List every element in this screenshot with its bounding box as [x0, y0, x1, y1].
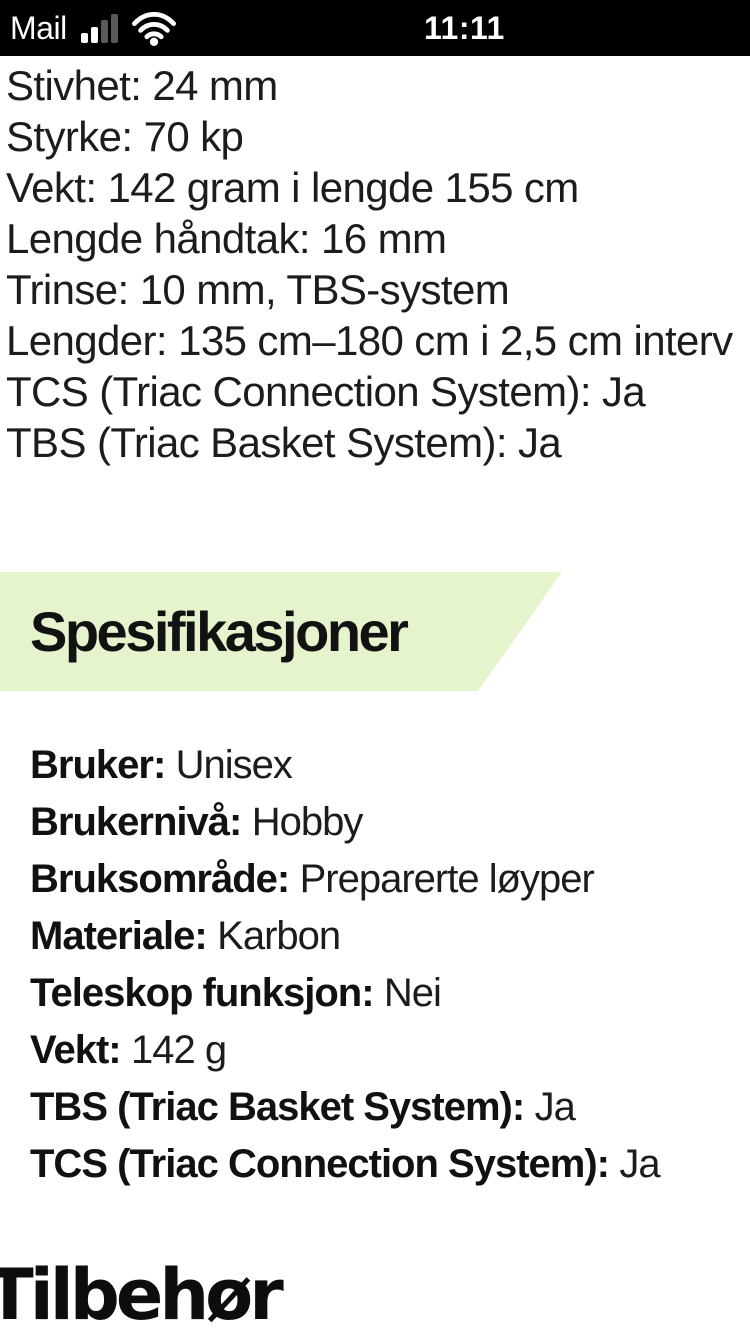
product-detail-line: Lengder: 135 cm–180 cm i 2,5 cm interv — [6, 317, 733, 364]
product-detail-line: Lengde håndtak: 16 mm — [6, 215, 447, 262]
specification-label: Brukernivå: — [30, 800, 242, 844]
specification-value: Karbon — [217, 914, 341, 958]
product-detail-line: TBS (Triac Basket System): Ja — [6, 419, 562, 466]
specifications-heading: Spesifikasjoner — [30, 600, 409, 663]
specification-label: Bruker: — [30, 743, 166, 787]
specification-row: Brukernivå: Hobby — [30, 794, 750, 851]
specification-value: Preparerte løyper — [299, 857, 595, 901]
accessories-heading: Tilbehør — [0, 1254, 284, 1334]
specification-label: TCS (Triac Connection System): — [30, 1142, 610, 1186]
product-details-block: Stivhet: 24 mm Styrke: 70 kp Vekt: 142 g… — [0, 56, 750, 468]
specification-label: Vekt: — [30, 1028, 122, 1072]
specifications-banner: Spesifikasjoner — [0, 572, 562, 691]
signal-bar-2 — [90, 26, 98, 43]
specification-row: Teleskop funksjon: Nei — [30, 965, 750, 1022]
wifi-icon — [131, 11, 176, 46]
product-detail-line: Stivhet: 24 mm — [6, 62, 278, 109]
specification-row: Vekt: 142 g — [30, 1022, 750, 1079]
specification-row: TBS (Triac Basket System): Ja — [30, 1079, 750, 1136]
specification-label: Materiale: — [30, 914, 208, 958]
product-detail-line: Trinse: 10 mm, TBS-system — [6, 266, 510, 313]
signal-bar-4 — [110, 13, 118, 43]
signal-bar-3 — [100, 19, 108, 43]
specification-value: Hobby — [251, 800, 364, 844]
specification-value: Ja — [534, 1085, 576, 1129]
specification-value: Unisex — [175, 743, 293, 787]
specification-row: Bruker: Unisex — [30, 737, 750, 794]
specification-value: Nei — [383, 971, 442, 1015]
specification-row: Materiale: Karbon — [30, 908, 750, 965]
product-detail-line: Styrke: 70 kp — [6, 113, 244, 160]
cellular-signal-icon — [80, 13, 118, 43]
back-to-mail-app-label[interactable]: Mail — [10, 10, 67, 46]
product-detail-line: Vekt: 142 gram i lengde 155 cm — [6, 164, 579, 211]
specification-row: Bruksområde: Preparerte løyper — [30, 851, 750, 908]
specification-value: 142 g — [131, 1028, 227, 1072]
specification-label: TBS (Triac Basket System): — [30, 1085, 525, 1129]
specification-value: Ja — [619, 1142, 660, 1186]
specifications-list: Bruker: Unisex Brukernivå: Hobby Bruksområ… — [30, 737, 750, 1193]
product-detail-line: TCS (Triac Connection System): Ja — [6, 368, 646, 415]
specification-label: Bruksområde: — [30, 857, 290, 901]
signal-bar-1 — [80, 32, 88, 43]
status-bar: Mail 11:11 — [0, 0, 750, 56]
status-bar-time: 11:11 — [424, 10, 505, 46]
specification-label: Teleskop funksjon: — [30, 971, 375, 1015]
specification-row: TCS (Triac Connection System): Ja — [30, 1136, 750, 1193]
page-content: Stivhet: 24 mm Styrke: 70 kp Vekt: 142 g… — [0, 56, 750, 1333]
